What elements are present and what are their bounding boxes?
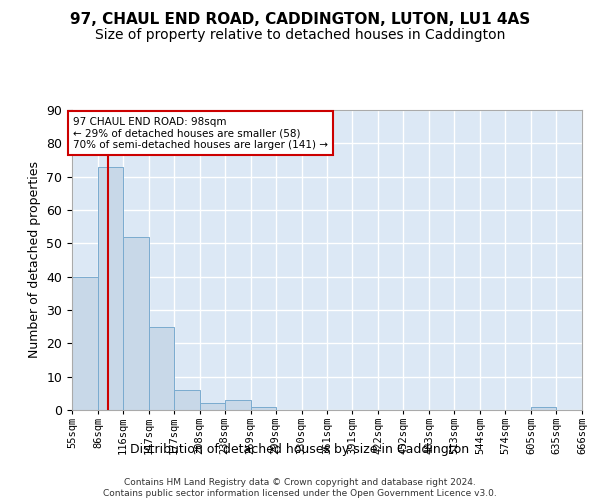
Bar: [225, 400, 251, 410]
Bar: [149, 326, 174, 410]
Text: 97, CHAUL END ROAD, CADDINGTON, LUTON, LU1 4AS: 97, CHAUL END ROAD, CADDINGTON, LUTON, L…: [70, 12, 530, 28]
Y-axis label: Number of detached properties: Number of detached properties: [28, 162, 41, 358]
Bar: [582, 406, 600, 410]
Bar: [123, 236, 149, 410]
Bar: [251, 406, 275, 410]
Bar: [174, 390, 200, 410]
Bar: [531, 406, 556, 410]
Text: Size of property relative to detached houses in Caddington: Size of property relative to detached ho…: [95, 28, 505, 42]
Text: 97 CHAUL END ROAD: 98sqm
← 29% of detached houses are smaller (58)
70% of semi-d: 97 CHAUL END ROAD: 98sqm ← 29% of detach…: [73, 116, 328, 150]
Bar: [98, 166, 123, 410]
Text: Contains HM Land Registry data © Crown copyright and database right 2024.
Contai: Contains HM Land Registry data © Crown c…: [103, 478, 497, 498]
Text: Distribution of detached houses by size in Caddington: Distribution of detached houses by size …: [130, 442, 470, 456]
Bar: [72, 276, 98, 410]
Bar: [200, 404, 225, 410]
